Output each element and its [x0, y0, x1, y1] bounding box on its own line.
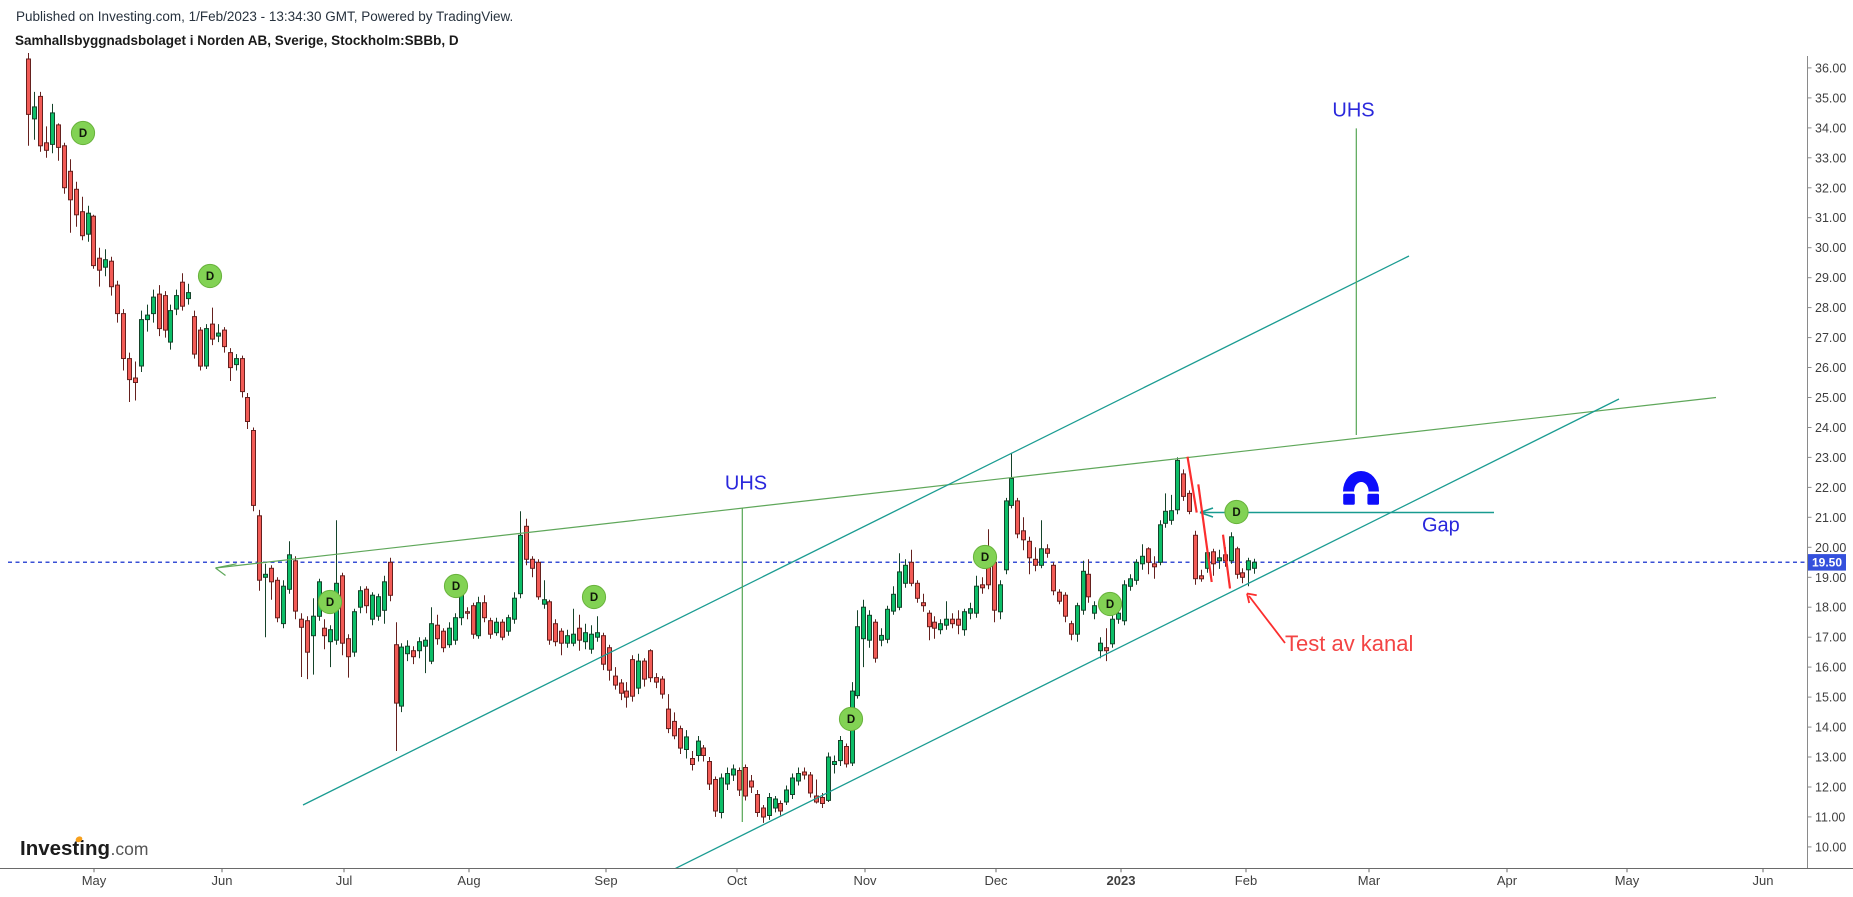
svg-text:Oct: Oct — [727, 873, 748, 888]
svg-text:25.00: 25.00 — [1815, 391, 1846, 405]
svg-text:D: D — [206, 271, 214, 283]
svg-text:23.00: 23.00 — [1815, 451, 1846, 465]
svg-text:Jul: Jul — [336, 873, 353, 888]
svg-text:Samhallsbyggnadsbolaget i Nord: Samhallsbyggnadsbolaget i Norden AB, Sve… — [15, 33, 459, 48]
svg-text:19.50: 19.50 — [1812, 556, 1842, 570]
svg-text:Test av kanal: Test av kanal — [1285, 631, 1413, 656]
svg-text:31.00: 31.00 — [1815, 211, 1846, 225]
svg-text:UHS: UHS — [725, 473, 767, 495]
svg-text:D: D — [590, 592, 598, 604]
svg-text:18.00: 18.00 — [1815, 601, 1846, 615]
svg-text:32.00: 32.00 — [1815, 181, 1846, 195]
svg-text:Jun: Jun — [212, 873, 233, 888]
svg-text:May: May — [1615, 873, 1640, 888]
svg-text:2023: 2023 — [1107, 873, 1136, 888]
svg-text:Aug: Aug — [457, 873, 480, 888]
svg-text:D: D — [1232, 507, 1240, 519]
svg-text:13.00: 13.00 — [1815, 751, 1846, 765]
svg-text:Dec: Dec — [984, 873, 1008, 888]
svg-text:Investing: Investing — [20, 837, 110, 860]
svg-text:12.00: 12.00 — [1815, 781, 1846, 795]
svg-text:34.00: 34.00 — [1815, 121, 1846, 135]
svg-text:28.00: 28.00 — [1815, 301, 1846, 315]
svg-text:15.00: 15.00 — [1815, 691, 1846, 705]
svg-text:May: May — [82, 873, 107, 888]
svg-text:33.00: 33.00 — [1815, 151, 1846, 165]
svg-text:16.00: 16.00 — [1815, 661, 1846, 675]
svg-text:10.00: 10.00 — [1815, 840, 1846, 854]
svg-text:21.00: 21.00 — [1815, 511, 1846, 525]
svg-text:D: D — [452, 581, 460, 593]
svg-text:24.00: 24.00 — [1815, 421, 1846, 435]
svg-text:.com: .com — [111, 839, 149, 859]
svg-text:Nov: Nov — [853, 873, 877, 888]
svg-text:Jun: Jun — [1753, 873, 1774, 888]
svg-text:22.00: 22.00 — [1815, 481, 1846, 495]
svg-text:Mar: Mar — [1358, 873, 1381, 888]
svg-text:17.00: 17.00 — [1815, 631, 1846, 645]
svg-text:Apr: Apr — [1497, 873, 1518, 888]
svg-text:27.00: 27.00 — [1815, 331, 1846, 345]
svg-text:Sep: Sep — [594, 873, 617, 888]
svg-text:Published on Investing.com, 1/: Published on Investing.com, 1/Feb/2023 -… — [16, 9, 513, 24]
svg-text:Gap: Gap — [1422, 515, 1460, 537]
svg-text:D: D — [1106, 599, 1114, 611]
svg-text:29.00: 29.00 — [1815, 271, 1846, 285]
svg-text:26.00: 26.00 — [1815, 361, 1846, 375]
svg-text:11.00: 11.00 — [1815, 810, 1845, 824]
svg-text:D: D — [326, 597, 334, 609]
svg-text:14.00: 14.00 — [1815, 721, 1846, 735]
svg-text:19.00: 19.00 — [1815, 571, 1846, 585]
svg-text:Feb: Feb — [1235, 873, 1257, 888]
svg-text:D: D — [981, 552, 989, 564]
svg-text:D: D — [847, 714, 855, 726]
svg-text:UHS: UHS — [1332, 100, 1374, 122]
svg-text:30.00: 30.00 — [1815, 241, 1846, 255]
svg-text:36.00: 36.00 — [1815, 61, 1846, 75]
svg-text:D: D — [79, 128, 87, 140]
svg-text:20.00: 20.00 — [1815, 541, 1846, 555]
svg-text:35.00: 35.00 — [1815, 91, 1846, 105]
